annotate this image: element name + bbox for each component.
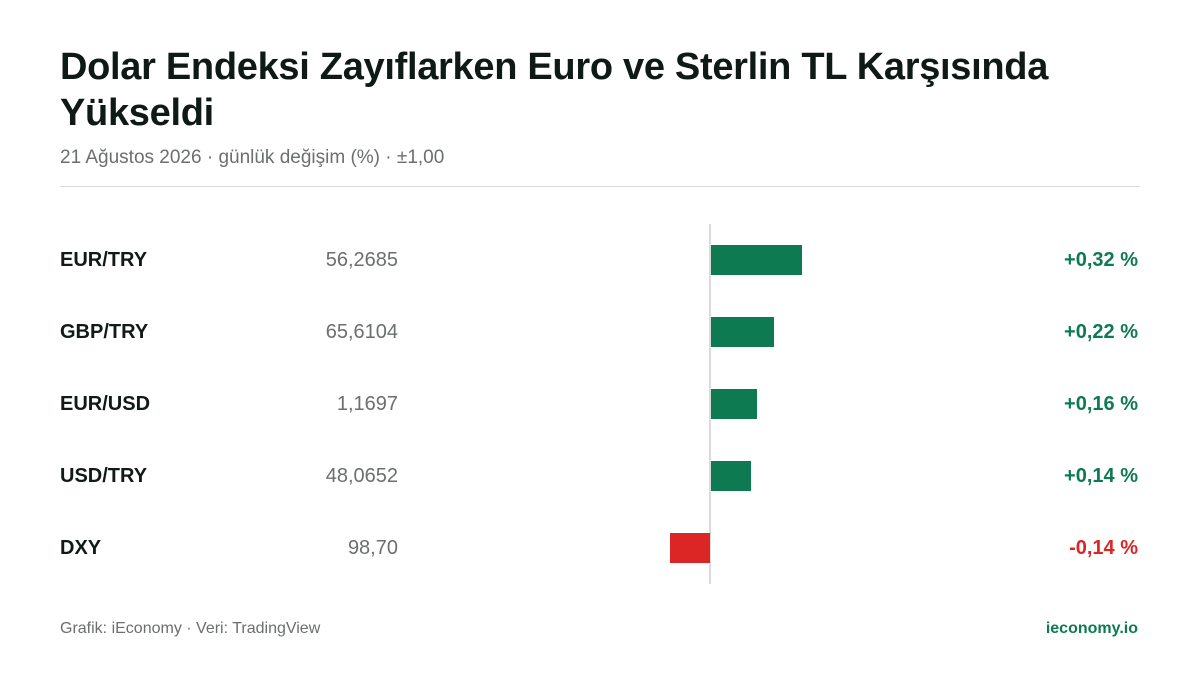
chart-row: DXY 98,70 -0,14 % bbox=[0, 528, 1200, 568]
bar bbox=[670, 533, 710, 563]
zero-axis-line bbox=[709, 224, 711, 584]
bar bbox=[711, 461, 751, 491]
category-label: DXY bbox=[60, 537, 102, 559]
header-divider bbox=[60, 186, 1140, 187]
chart-row: EUR/USD 1,1697 +0,16 % bbox=[0, 384, 1200, 424]
footer-source: Grafik: iEconomy · Veri: TradingView bbox=[60, 620, 321, 637]
chart-row: EUR/TRY 56,2685 +0,32 % bbox=[0, 240, 1200, 280]
value-label: +0,22 % bbox=[1064, 321, 1138, 343]
footer-brand-link[interactable]: ieconomy.io bbox=[1045, 620, 1138, 637]
chart-row: USD/TRY 48,0652 +0,14 % bbox=[0, 456, 1200, 496]
chart-title: Dolar Endeksi Zayıflarken Euro ve Sterli… bbox=[60, 46, 1049, 134]
price-value: 56,2685 bbox=[325, 249, 398, 271]
value-label: +0,32 % bbox=[1064, 249, 1138, 271]
price-value: 1,1697 bbox=[336, 393, 398, 415]
price-value: 65,6104 bbox=[325, 321, 398, 343]
bar bbox=[711, 245, 803, 275]
price-value: 48,0652 bbox=[325, 465, 398, 487]
value-label: -0,14 % bbox=[1069, 537, 1138, 559]
chart-row: GBP/TRY 65,6104 +0,22 % bbox=[0, 312, 1200, 352]
category-label: GBP/TRY bbox=[60, 321, 149, 343]
value-label: +0,16 % bbox=[1064, 393, 1138, 415]
category-label: EUR/USD bbox=[60, 393, 151, 415]
bar bbox=[711, 389, 757, 419]
value-label: +0,14 % bbox=[1064, 465, 1138, 487]
chart-subtitle: 21 Ağustos 2026 · günlük değişim (%) · ±… bbox=[60, 147, 445, 168]
price-value: 98,70 bbox=[347, 537, 398, 559]
category-label: USD/TRY bbox=[60, 465, 148, 487]
bar bbox=[711, 317, 774, 347]
category-label: EUR/TRY bbox=[60, 249, 148, 271]
